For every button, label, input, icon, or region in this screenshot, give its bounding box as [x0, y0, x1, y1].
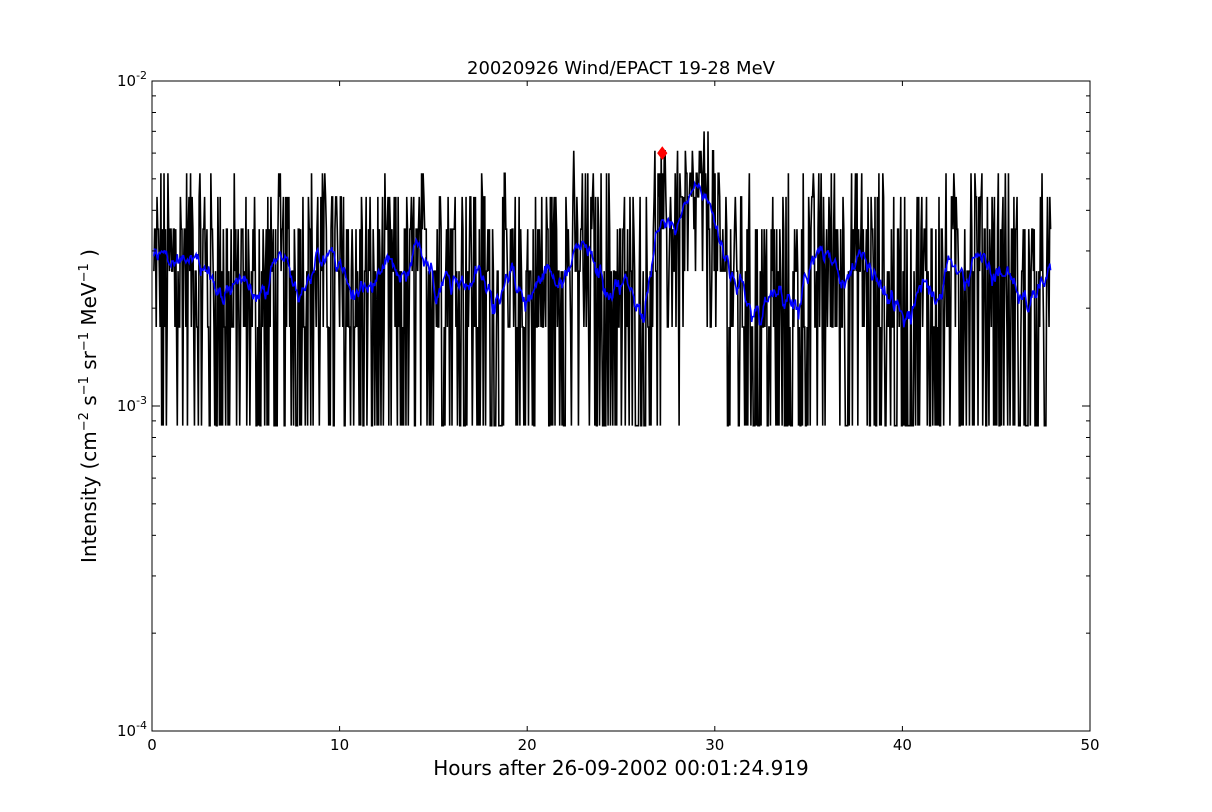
y-tick-label: 10-3	[117, 394, 147, 415]
onset-marker	[657, 146, 668, 160]
series-smoothed-line	[153, 180, 1052, 328]
y-axis-label: Intensity (cm−2 s−1 sr−1 MeV−1 )	[77, 249, 101, 563]
x-tick-label: 40	[893, 736, 912, 754]
x-tick-label: 0	[147, 736, 157, 754]
x-tick-label: 10	[330, 736, 349, 754]
x-axis-ticks: 0 10 20 30 40 50	[147, 81, 1100, 754]
x-axis-label: Hours after 26-09-2002 00:01:24.919	[433, 756, 809, 780]
y-tick-label: 10-2	[117, 69, 147, 90]
x-tick-label: 50	[1080, 736, 1099, 754]
chart-title: 20020926 Wind/EPACT 19-28 MeV	[467, 58, 776, 79]
plot-data	[153, 131, 1052, 427]
x-tick-label: 30	[705, 736, 724, 754]
y-axis-ticks: 10-2 10-3 10-4	[117, 69, 1090, 740]
x-tick-label: 20	[518, 736, 537, 754]
y-tick-label: 10-4	[117, 719, 147, 740]
